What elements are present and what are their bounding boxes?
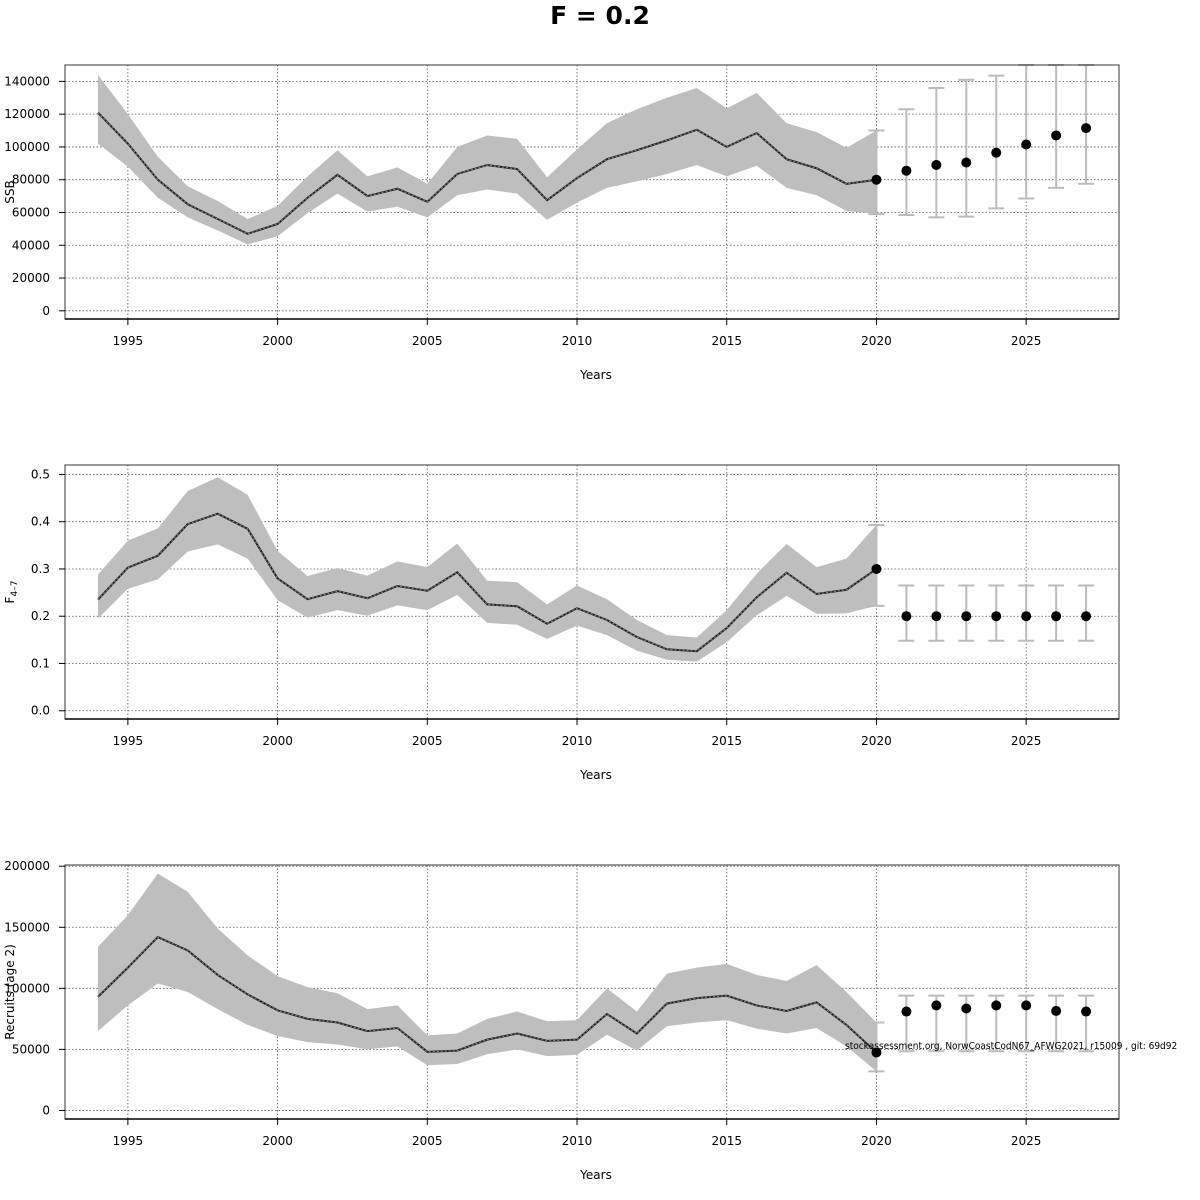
chart-2-ytick-label: 0 [42,1103,50,1117]
chart-0-forecast-point [991,147,1002,158]
chart-2-y-axis-label: Recruits (age 2) [3,944,17,1040]
chart-0-y-axis-label: SSB [3,180,17,203]
chart-0-forecast-point [871,174,882,185]
footnote-source: stockassessment.org, NorwCoastCodN67_AFW… [845,1041,1178,1052]
chart-0-forecast-point [1081,123,1092,134]
chart-1-xtick-label: 2005 [412,734,443,748]
chart-0-xtick-label: 2020 [861,334,892,348]
chart-title: F = 0.2 [550,1,650,30]
chart-1-forecast-point [901,611,912,622]
chart-1-forecast-point [991,611,1002,622]
chart-1-xtick-label: 2010 [562,734,593,748]
chart-0-confidence-band [97,74,877,245]
chart-2-xtick-label: 2010 [562,1134,593,1148]
chart-0-forecast-point [1021,139,1032,150]
chart-1-xtick-label: 2025 [1011,734,1042,748]
chart-2-forecast-point [901,1006,912,1017]
chart-0-forecast-point [901,165,912,176]
fishing-mortality-panel: 1995 2000 2005 2010 2015 2020 2025 0.0 0.1 0.2 0.3… [3,464,1120,782]
chart-0-ytick-label: 120000 [4,107,50,121]
chart-0-xtick-label: 1995 [113,334,144,348]
chart-1-ytick-label: 0.0 [31,704,50,718]
chart-0-forecast-point [1051,130,1062,141]
chart-1-ytick-label: 0.3 [31,562,50,576]
chart-2-ytick-label: 100000 [4,981,50,995]
chart-0-ytick-label: 20000 [12,271,50,285]
chart-0-ytick-label: 60000 [12,205,50,219]
chart-1-xtick-label: 2020 [861,734,892,748]
chart-2-forecast-point [1021,1000,1032,1011]
chart-0-xtick-label: 2005 [412,334,443,348]
chart-1-x-axis-label: Years [579,768,612,782]
chart-2-forecast-point [931,1000,942,1011]
chart-2-ytick-label: 50000 [12,1042,50,1056]
chart-0-xtick-label: 2010 [562,334,593,348]
chart-0-forecast-point [961,157,972,168]
chart-1-forecast-point [1021,611,1032,622]
chart-1-confidence-band [97,477,877,662]
chart-2-xtick-label: 2005 [412,1134,443,1148]
chart-0-xtick-label: 2015 [711,334,742,348]
chart-2-x-axis-label: Years [579,1168,612,1182]
chart-2-ytick-label: 200000 [4,859,50,873]
chart-1-xtick-label: 1995 [113,734,144,748]
chart-2-xtick-label: 2000 [262,1134,293,1148]
chart-1-ytick-label: 0.5 [31,467,50,481]
chart-1-forecast-point [931,611,942,622]
chart-1-estimate-dash [97,513,877,652]
chart-1-y-axis-label: F4–7 [3,581,20,604]
chart-2-estimate-dash [97,936,877,1053]
chart-2-forecast-point [871,1047,882,1058]
chart-0-xtick-label: 2000 [262,334,293,348]
chart-1-ytick-label: 0.2 [31,609,50,623]
chart-1-ytick-label: 0.1 [31,656,50,670]
chart-2-confidence-band [97,873,877,1072]
chart-2-xtick-label: 2020 [861,1134,892,1148]
chart-0-xtick-label: 2025 [1011,334,1042,348]
chart-0-estimate-dash [97,112,877,235]
chart-2-ytick-label: 150000 [4,920,50,934]
chart-0-forecast-point [931,159,942,170]
chart-1-forecast-point [1051,611,1062,622]
chart-0-ytick-label: 0 [42,304,50,318]
chart-0-ytick-label: 100000 [4,140,50,154]
chart-1-forecast-point [1081,611,1092,622]
chart-0-ytick-label: 140000 [4,74,50,88]
chart-2-forecast-point [961,1003,972,1014]
chart-2-forecast-point [1051,1005,1062,1016]
ssb-panel: 1995 2000 2005 2010 2015 2020 2025 0 20000 40000 6… [3,64,1120,382]
chart-1-forecast-point [961,611,972,622]
chart-1-xtick-label: 2015 [711,734,742,748]
chart-0-ytick-label: 40000 [12,238,50,252]
chart-2-forecast-point [991,1000,1002,1011]
recruits-panel: 1995 2000 2005 2010 2015 2020 2025 0 50000 100000… [3,859,1120,1182]
chart-1-xtick-label: 2000 [262,734,293,748]
chart-2-forecast-point [1081,1006,1092,1017]
chart-2-xtick-label: 2025 [1011,1134,1042,1148]
chart-1-ytick-label: 0.4 [31,515,50,529]
chart-0-ytick-label: 80000 [12,173,50,187]
chart-0-x-axis-label: Years [579,368,612,382]
chart-1-forecast-point [871,563,882,574]
chart-2-xtick-label: 2015 [711,1134,742,1148]
chart-2-xtick-label: 1995 [113,1134,144,1148]
